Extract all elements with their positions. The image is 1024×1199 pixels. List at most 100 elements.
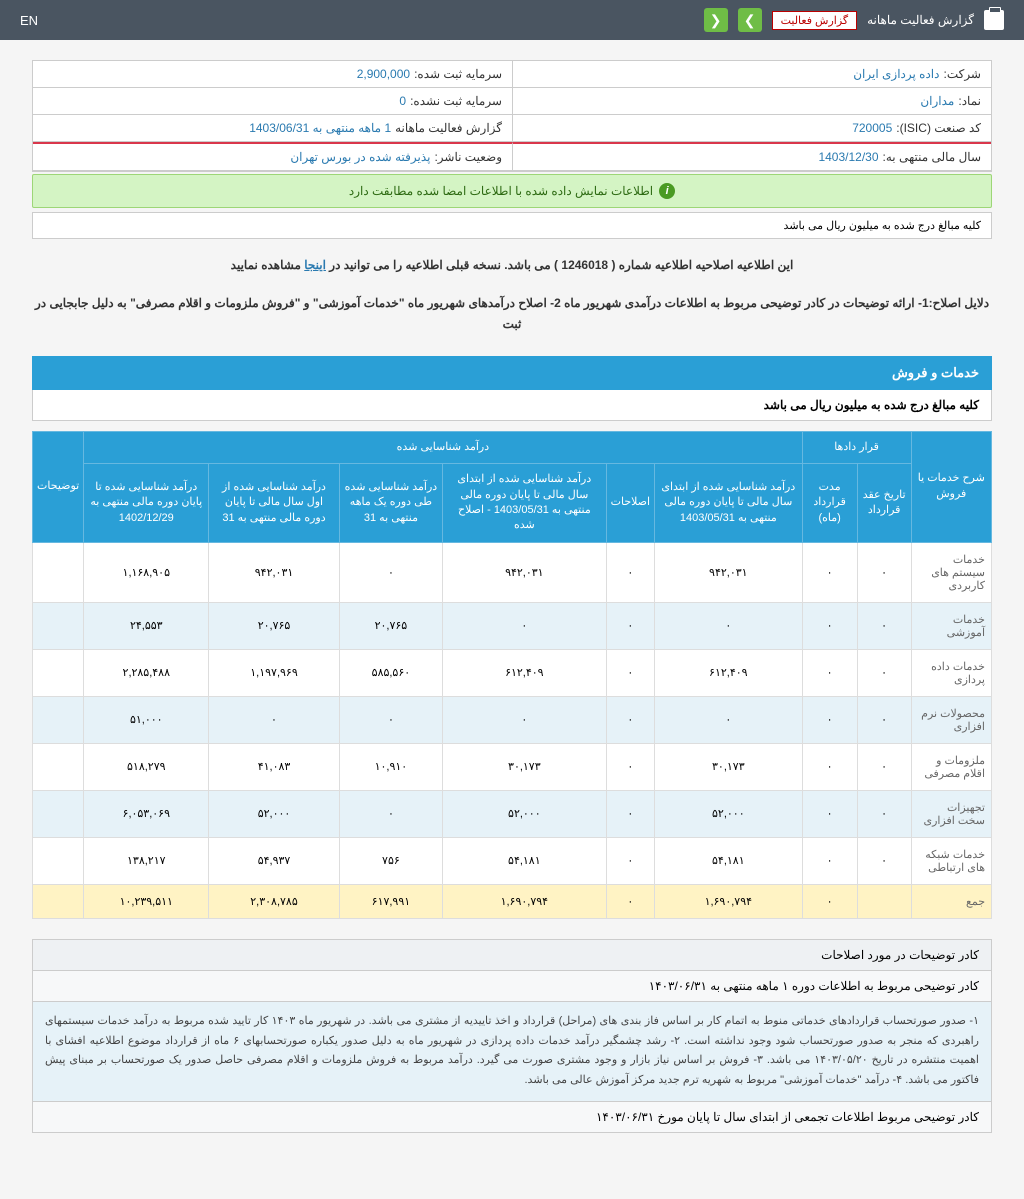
table-row: تجهیزات سخت افزاری۰۰۵۲,۰۰۰۰۵۲,۰۰۰۰۵۲,۰۰۰… <box>33 790 992 837</box>
cell: ۷۵۶ <box>339 837 442 884</box>
cell: ۰ <box>339 790 442 837</box>
value: 0 <box>399 94 406 108</box>
label: سال مالی منتهی به: <box>883 150 981 164</box>
th-contracts: قرار دادها <box>802 431 911 463</box>
cell: ۹۴۲,۰۳۱ <box>655 542 802 602</box>
cell: ۰ <box>857 602 911 649</box>
info-symbol: نماد: مداران <box>512 88 991 115</box>
th-date: تاریخ عقد قرارداد <box>857 464 911 543</box>
th-inc5: درآمد شناسایی شده تا پایان دوره مالی منت… <box>84 464 209 543</box>
amendment-desc: این اطلاعیه اصلاحیه اطلاعیه شماره ( 1246… <box>32 255 992 277</box>
cell: ۲,۲۸۵,۴۸۸ <box>84 649 209 696</box>
lang-en-link[interactable]: EN <box>20 13 38 28</box>
cell: ۳۰,۱۷۳ <box>443 743 607 790</box>
cell: ۱,۱۶۸,۹۰۵ <box>84 542 209 602</box>
info-fy: سال مالی منتهی به: 1403/12/30 <box>512 142 991 171</box>
exp-header-2: کادر توضیحی مربوط به اطلاعات دوره ۱ ماهه… <box>32 971 992 1002</box>
th-inc2: درآمد شناسایی شده از ابتدای سال مالی تا … <box>443 464 607 543</box>
cell: ۰ <box>857 542 911 602</box>
cell-notes <box>33 649 84 696</box>
nav-next-icon[interactable]: ❯ <box>738 8 762 32</box>
cell: ۵۸۵,۵۶۰ <box>339 649 442 696</box>
cell: ۰ <box>857 790 911 837</box>
cell: ۶۱۲,۴۰۹ <box>655 649 802 696</box>
cell: ۰ <box>655 602 802 649</box>
alert-text: اطلاعات نمایش داده شده با اطلاعات امضا ش… <box>349 184 653 198</box>
label: وضعیت ناشر: <box>434 150 502 164</box>
cell: ۰ <box>606 542 654 602</box>
value: 1403/12/30 <box>818 150 878 164</box>
row-label: خدمات سیستم های کاربردی <box>911 542 991 602</box>
value: 720005 <box>852 121 892 135</box>
table-row: خدمات آموزشی۰۰۰۰۰۲۰,۷۶۵۲۰,۷۶۵۲۴,۵۵۳ <box>33 602 992 649</box>
cell: ۰ <box>209 696 340 743</box>
info-capital-reg: سرمایه ثبت شده: 2,900,000 <box>33 61 512 88</box>
th-desc: شرح خدمات یا فروش <box>911 431 991 542</box>
alert-match: i اطلاعات نمایش داده شده با اطلاعات امضا… <box>32 174 992 208</box>
cell: ۰ <box>802 790 857 837</box>
topbar-title: گزارش فعالیت ماهانه <box>867 13 974 27</box>
exp-body: ۱- صدور صورتحساب قراردادهای خدماتی منوط … <box>32 1002 992 1102</box>
cell: ۵۱,۰۰۰ <box>84 696 209 743</box>
row-label: خدمات داده پردازی <box>911 649 991 696</box>
cell: ۱۰,۹۱۰ <box>339 743 442 790</box>
cell-notes <box>33 696 84 743</box>
th-inc3: درآمد شناسایی شده طی دوره یک ماهه منتهی … <box>339 464 442 543</box>
row-label: محصولات نرم افزاری <box>911 696 991 743</box>
cell: ۴۱,۰۸۳ <box>209 743 340 790</box>
cell: ۱۳۸,۲۱۷ <box>84 837 209 884</box>
label: سرمایه ثبت نشده: <box>410 94 502 108</box>
cell: ۰ <box>802 837 857 884</box>
cell-notes <box>33 602 84 649</box>
cell: ۱,۱۹۷,۹۶۹ <box>209 649 340 696</box>
cell-notes <box>33 790 84 837</box>
cell: ۵۴,۱۸۱ <box>655 837 802 884</box>
value: مداران <box>920 94 954 108</box>
cell: ۶,۰۵۳,۰۶۹ <box>84 790 209 837</box>
cell: ۶۱۷,۹۹۱ <box>339 884 442 918</box>
th-inc4: درآمد شناسایی شده از اول سال مالی تا پای… <box>209 464 340 543</box>
services-section: خدمات و فروش کلیه مبالغ درج شده به میلیو… <box>32 356 992 919</box>
cell-notes <box>33 837 84 884</box>
cell: ۲۰,۷۶۵ <box>339 602 442 649</box>
report-select[interactable]: گزارش فعالیت <box>772 11 858 30</box>
cell: ۰ <box>857 696 911 743</box>
cell-notes <box>33 884 84 918</box>
cell: ۰ <box>857 837 911 884</box>
cell: ۵۴,۹۳۷ <box>209 837 340 884</box>
cell: ۲۰,۷۶۵ <box>209 602 340 649</box>
info-report: گزارش فعالیت ماهانه 1 ماهه منتهی به 1403… <box>33 115 512 142</box>
section-sub: کلیه مبالغ درج شده به میلیون ریال می باش… <box>32 390 992 421</box>
cell: ۶۱۲,۴۰۹ <box>443 649 607 696</box>
cell: ۲۴,۵۵۳ <box>84 602 209 649</box>
cell: ۰ <box>443 602 607 649</box>
cell: ۰ <box>606 837 654 884</box>
data-table: شرح خدمات یا فروش قرار دادها درآمد شناسا… <box>32 431 992 919</box>
cell: ۰ <box>443 696 607 743</box>
cell: ۰ <box>606 649 654 696</box>
prev-version-link[interactable]: اینجا <box>304 258 326 272</box>
cell: ۰ <box>606 696 654 743</box>
th-inc1: درآمد شناسایی شده از ابتدای سال مالی تا … <box>655 464 802 543</box>
info-icon: i <box>659 183 675 199</box>
cell: ۰ <box>802 542 857 602</box>
cell: ۵۴,۱۸۱ <box>443 837 607 884</box>
nav-prev-icon[interactable]: ❮ <box>704 8 728 32</box>
th-income: درآمد شناسایی شده <box>84 431 802 463</box>
desc-text-b: مشاهده نمایید <box>231 258 301 272</box>
cell: ۵۱۸,۲۷۹ <box>84 743 209 790</box>
cell: ۰ <box>857 743 911 790</box>
cell: ۰ <box>655 696 802 743</box>
row-label: تجهیزات سخت افزاری <box>911 790 991 837</box>
row-label: خدمات آموزشی <box>911 602 991 649</box>
th-dur: مدت قرارداد (ماه) <box>802 464 857 543</box>
cell: ۰ <box>802 884 857 918</box>
value: 1 ماهه منتهی به 1403/06/31 <box>249 121 391 135</box>
cell: ۰ <box>802 743 857 790</box>
cell: ۰ <box>339 696 442 743</box>
cell: ۵۲,۰۰۰ <box>443 790 607 837</box>
cell: ۰ <box>857 649 911 696</box>
table-head: شرح خدمات یا فروش قرار دادها درآمد شناسا… <box>33 431 992 542</box>
cell <box>857 884 911 918</box>
table-row: خدمات شبکه های ارتباطی۰۰۵۴,۱۸۱۰۵۴,۱۸۱۷۵۶… <box>33 837 992 884</box>
